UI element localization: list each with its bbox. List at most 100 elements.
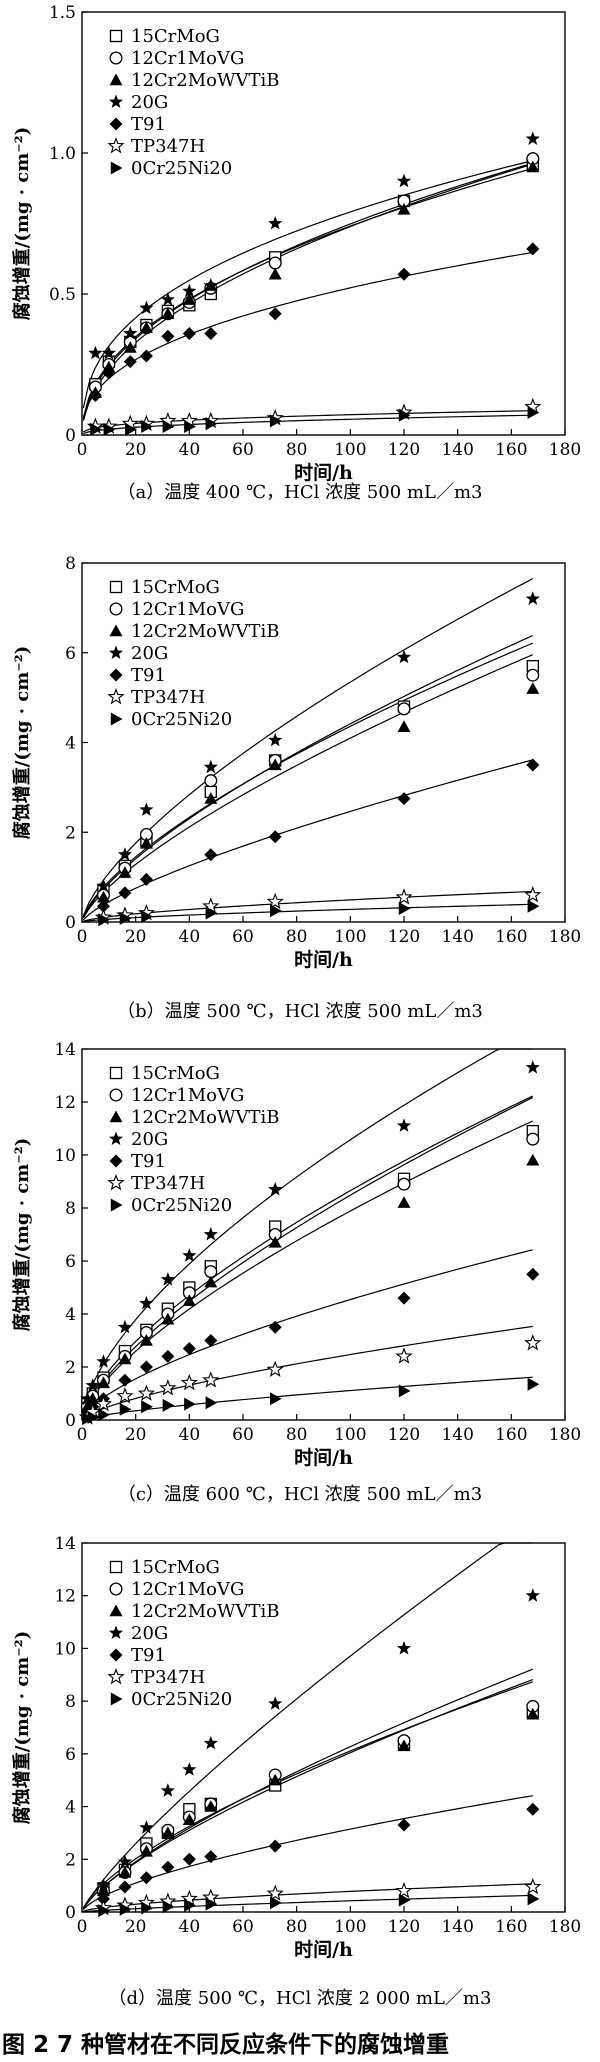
data-point: [182, 1248, 197, 1262]
data-point: [80, 1391, 95, 1405]
legend-label: 12Cr2MoWVTiB: [131, 621, 280, 642]
data-point: [203, 278, 218, 292]
legend-label: 0Cr25Ni20: [131, 709, 232, 730]
data-point: [123, 326, 138, 340]
x-tick-label: 0: [77, 440, 88, 460]
data-point: [139, 1295, 154, 1310]
fit-curve: [82, 1668, 534, 1910]
data-point: [270, 414, 282, 428]
x-tick-label: 160: [495, 1425, 527, 1445]
series-20G: [96, 591, 540, 893]
fit-curve: [83, 903, 533, 923]
x-tick-label: 140: [441, 440, 473, 460]
data-point: [204, 326, 218, 340]
data-point: [397, 1818, 411, 1832]
data-point: [141, 420, 153, 434]
series-20G: [88, 131, 540, 360]
data-point: [160, 1783, 175, 1797]
data-point: [139, 349, 153, 363]
x-tick-label: 140: [441, 927, 473, 947]
y-tick-label: 4: [65, 1305, 76, 1325]
series-0Cr25Ni20: [98, 899, 540, 927]
fit-curve: [82, 634, 534, 918]
data-point: [101, 345, 116, 360]
series-0Cr25Ni20: [98, 1892, 540, 1918]
open-circle-icon: [109, 51, 123, 65]
y-axis-label: 腐蚀增重/(mg · cm⁻²): [11, 1138, 33, 1331]
data-point: [85, 1378, 100, 1392]
open-square-icon: [109, 580, 123, 594]
data-point: [397, 1177, 411, 1191]
legend: 15CrMoG12Cr1MoVG12Cr2MoWVTiB20GT91TP347H…: [107, 26, 280, 179]
data-point: [524, 1877, 542, 1895]
data-point: [527, 405, 540, 419]
data-point: [270, 1392, 282, 1406]
y-tick-label: 2: [65, 1358, 76, 1378]
data-point: [139, 836, 153, 849]
legend-label: TP347H: [131, 136, 205, 157]
panel-caption: （c）温度 600 ℃，HCl 浓度 500 mL／m3: [118, 1484, 482, 1505]
legend-label: 15CrMoG: [131, 26, 220, 47]
fit-curve: [83, 890, 533, 922]
data-point: [180, 1373, 198, 1391]
legend-label: T91: [131, 1151, 166, 1172]
data-point: [526, 242, 540, 256]
x-tick-label: 120: [388, 440, 420, 460]
series-T91: [96, 1802, 540, 1906]
data-point: [268, 1181, 283, 1196]
x-tick-label: 20: [125, 1425, 147, 1445]
x-tick-label: 140: [441, 1917, 473, 1937]
data-point: [96, 1376, 110, 1389]
data-point: [204, 1275, 218, 1288]
data-point: [397, 1291, 411, 1305]
y-tick-label: 4: [65, 734, 76, 754]
legend-label: 12Cr2MoWVTiB: [131, 70, 280, 91]
data-point: [96, 1354, 111, 1368]
fit-curve: [82, 578, 534, 917]
data-point: [182, 1852, 196, 1866]
data-point: [270, 904, 282, 918]
data-point: [102, 366, 116, 380]
data-point: [525, 1588, 540, 1602]
series-12Cr1MoVG: [88, 152, 540, 394]
data-point: [119, 1902, 132, 1916]
y-axis-label: 腐蚀增重/(mg · cm⁻²): [11, 1631, 33, 1824]
data-point: [266, 892, 284, 910]
x-axis-label: 时间/h: [294, 949, 353, 971]
data-point: [397, 720, 411, 732]
data-point: [96, 1892, 110, 1906]
data-point: [203, 1735, 218, 1750]
legend-label: TP347H: [131, 1173, 205, 1194]
x-tick-label: 80: [286, 1425, 308, 1445]
data-point: [116, 1387, 134, 1404]
x-tick-label: 80: [286, 927, 308, 947]
data-point: [270, 1896, 282, 1910]
legend-label: TP347H: [131, 1667, 205, 1688]
plot-frame: [81, 1048, 566, 1421]
data-point: [161, 1312, 175, 1325]
data-point: [98, 913, 110, 927]
fit-curve: [82, 1681, 533, 1909]
x-axis-label: 时间/h: [294, 462, 353, 484]
x-tick-label: 20: [125, 1917, 147, 1937]
open-star-icon: [107, 687, 125, 705]
open-square-icon: [109, 1560, 123, 1574]
open-square-icon: [109, 29, 123, 43]
legend-label: 12Cr1MoVG: [131, 48, 244, 69]
filled-triangle-icon: [109, 1604, 123, 1617]
data-point: [525, 591, 540, 605]
chart-panel-b: 0 20 40 60 80 100 120 140 160 180 0 2 4 6 8 时间/h 腐蚀增重/(m…: [11, 554, 581, 1022]
fit-curve: [82, 1048, 533, 1411]
fit-curve: [82, 1678, 534, 1909]
legend-label: 12Cr1MoVG: [131, 1579, 244, 1600]
data-point: [118, 1352, 132, 1365]
fit-curve: [82, 1795, 533, 1910]
fit-curve: [82, 1120, 534, 1415]
x-tick-label: 0: [77, 927, 88, 947]
data-point: [266, 1360, 284, 1377]
y-tick-label: 8: [65, 1199, 76, 1219]
x-tick-label: 180: [549, 1425, 581, 1445]
data-point: [396, 173, 412, 188]
filled-triangle-icon: [109, 73, 123, 86]
data-point: [527, 1377, 540, 1391]
